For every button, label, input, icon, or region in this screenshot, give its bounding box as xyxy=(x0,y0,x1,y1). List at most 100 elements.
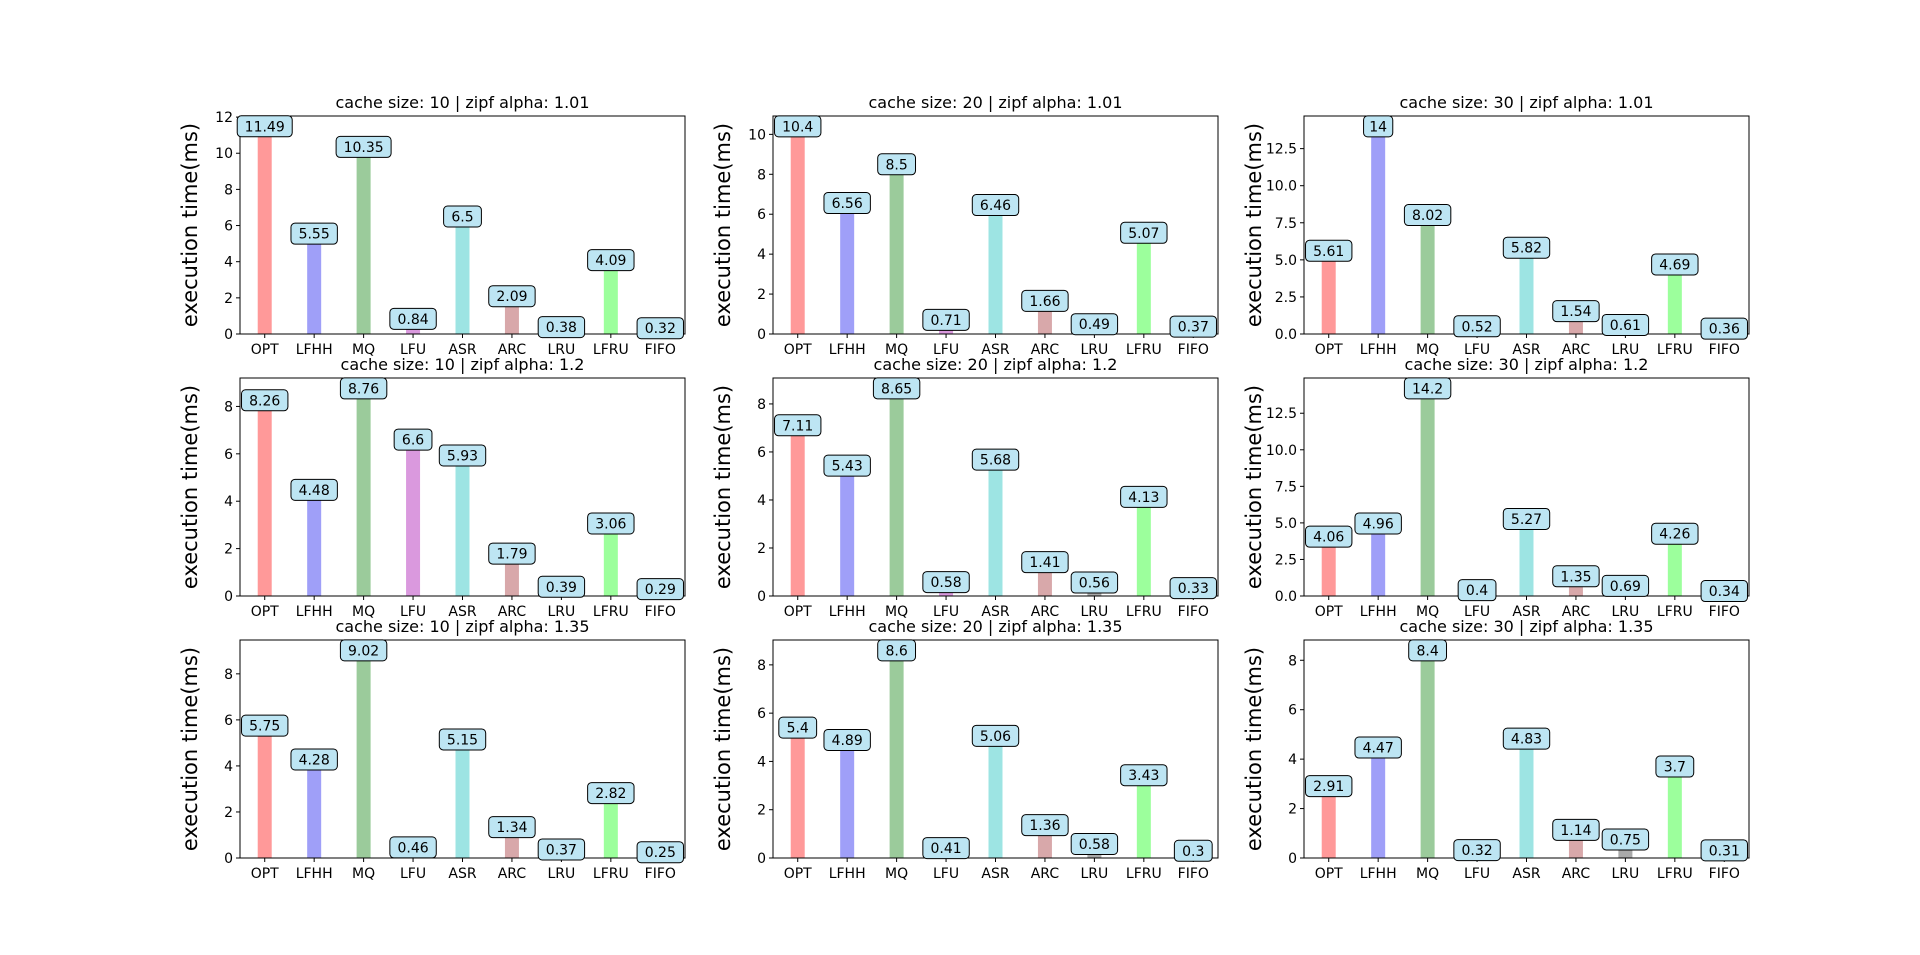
data-label-box xyxy=(774,115,822,138)
y-tick-label: 0.0 xyxy=(1275,589,1297,605)
x-tick-label: LFU xyxy=(400,866,426,882)
x-tick-label: LFRU xyxy=(1126,866,1162,882)
data-label-box xyxy=(241,714,289,737)
y-tick-label: 0.0 xyxy=(1275,327,1297,343)
x-tick-label: MQ xyxy=(352,342,375,358)
data-label-box xyxy=(774,414,822,437)
data-label-box xyxy=(1601,313,1650,336)
bar-opt xyxy=(790,727,805,858)
y-axis-label: execution time(ms) xyxy=(178,385,202,589)
data-label-box xyxy=(1070,833,1119,855)
data-label-box xyxy=(971,724,1020,747)
data-label-box xyxy=(537,575,586,598)
x-tick-label: LFHH xyxy=(829,342,866,358)
x-tick-label: ARC xyxy=(498,604,527,620)
x-tick-label: LFU xyxy=(400,342,426,358)
data-label: 0.34 xyxy=(1709,584,1740,600)
data-label: 0.58 xyxy=(1079,837,1110,853)
bar-lfhh xyxy=(1371,126,1386,334)
data-label-box xyxy=(922,837,970,860)
bar-mq xyxy=(1420,650,1435,858)
data-label: 5.27 xyxy=(1511,512,1542,528)
x-tick-label: LFU xyxy=(933,866,959,882)
data-label: 0.75 xyxy=(1610,832,1641,848)
data-label: 5.4 xyxy=(787,721,809,737)
data-label: 8.6 xyxy=(885,643,907,659)
data-label: 5.93 xyxy=(447,448,478,464)
data-label: 5.75 xyxy=(249,719,280,735)
data-label: 0.38 xyxy=(546,320,577,336)
data-label-box xyxy=(1120,485,1168,508)
x-tick-label: LFRU xyxy=(593,342,629,358)
x-tick-label: LFU xyxy=(1464,866,1490,882)
x-tick-label: MQ xyxy=(1416,342,1439,358)
data-label: 1.14 xyxy=(1560,823,1591,839)
y-tick-label: 2 xyxy=(757,803,766,819)
y-tick-label: 7.5 xyxy=(1275,479,1297,495)
x-tick-label: ARC xyxy=(498,342,527,358)
data-label: 0.29 xyxy=(645,582,676,598)
bar-asr xyxy=(455,455,470,596)
y-tick-label: 12.5 xyxy=(1266,142,1297,158)
x-tick-label: ASR xyxy=(448,866,476,882)
data-label: 8.65 xyxy=(881,381,912,397)
bar-lfhh xyxy=(840,203,855,334)
y-tick-label: 6 xyxy=(757,207,766,223)
data-label: 4.48 xyxy=(299,483,330,499)
data-label: 8.26 xyxy=(249,393,280,409)
subplot-title: cache size: 20 | zipf alpha: 1.2 xyxy=(874,355,1118,374)
x-tick-label: ASR xyxy=(448,342,476,358)
data-label-box xyxy=(636,841,684,864)
subplot-title: cache size: 10 | zipf alpha: 1.2 xyxy=(341,355,585,374)
y-tick-label: 5.0 xyxy=(1275,516,1297,532)
x-tick-label: OPT xyxy=(784,604,812,620)
data-label: 8.4 xyxy=(1416,643,1438,659)
x-tick-label: LFU xyxy=(400,604,426,620)
data-label: 3.7 xyxy=(1664,760,1686,776)
data-label: 0.58 xyxy=(930,575,961,591)
data-label-box xyxy=(438,728,487,751)
y-tick-label: 2 xyxy=(224,291,233,307)
data-label: 0.69 xyxy=(1610,579,1641,595)
data-label-box xyxy=(1601,574,1650,597)
bar-opt xyxy=(257,725,272,858)
data-label-box xyxy=(778,716,818,739)
data-label-box xyxy=(1552,300,1600,323)
subplot-9: 0 2 4 6 8 OPT LFHH MQ LFU ASR ARC LRU LFRU FIFO 2.91 4.… xyxy=(1242,617,1750,882)
data-label-box xyxy=(389,836,437,859)
y-tick-label: 2 xyxy=(224,805,233,821)
subplot-5: 0 2 4 6 8 OPT LFHH MQ LFU ASR ARC LRU LFRU FIFO 7.11 5.… xyxy=(711,355,1219,620)
x-tick-label: FIFO xyxy=(1178,342,1209,358)
data-label-box xyxy=(1169,315,1217,338)
data-label: 4.47 xyxy=(1363,741,1394,757)
x-tick-label: LFRU xyxy=(593,866,629,882)
data-label: 14.2 xyxy=(1412,381,1443,397)
y-tick-label: 2 xyxy=(757,287,766,303)
bar-asr xyxy=(988,205,1003,334)
bar-lfru xyxy=(1667,766,1682,858)
data-label: 0.52 xyxy=(1461,319,1492,335)
data-label: 6.46 xyxy=(980,198,1011,214)
x-tick-label: LFHH xyxy=(296,342,333,358)
data-label: 0.46 xyxy=(397,840,428,856)
y-tick-label: 5.0 xyxy=(1275,253,1297,269)
y-tick-label: 4 xyxy=(224,255,233,271)
data-label-box xyxy=(587,249,635,272)
x-tick-label: OPT xyxy=(1315,866,1343,882)
data-label-box xyxy=(537,838,586,861)
data-label: 4.96 xyxy=(1363,516,1394,532)
x-tick-label: FIFO xyxy=(1709,604,1740,620)
bar-asr xyxy=(988,459,1003,596)
data-label: 0.37 xyxy=(546,842,577,858)
x-tick-label: LFU xyxy=(1464,342,1490,358)
x-tick-label: LRU xyxy=(547,866,575,882)
y-tick-label: 4 xyxy=(224,494,233,510)
y-tick-label: 10.0 xyxy=(1266,179,1297,195)
x-tick-label: OPT xyxy=(1315,604,1343,620)
data-label: 0.32 xyxy=(1461,843,1492,859)
bar-opt xyxy=(257,400,272,596)
data-label: 5.43 xyxy=(832,459,863,475)
y-tick-label: 2 xyxy=(1288,802,1297,818)
x-tick-label: FIFO xyxy=(1178,866,1209,882)
